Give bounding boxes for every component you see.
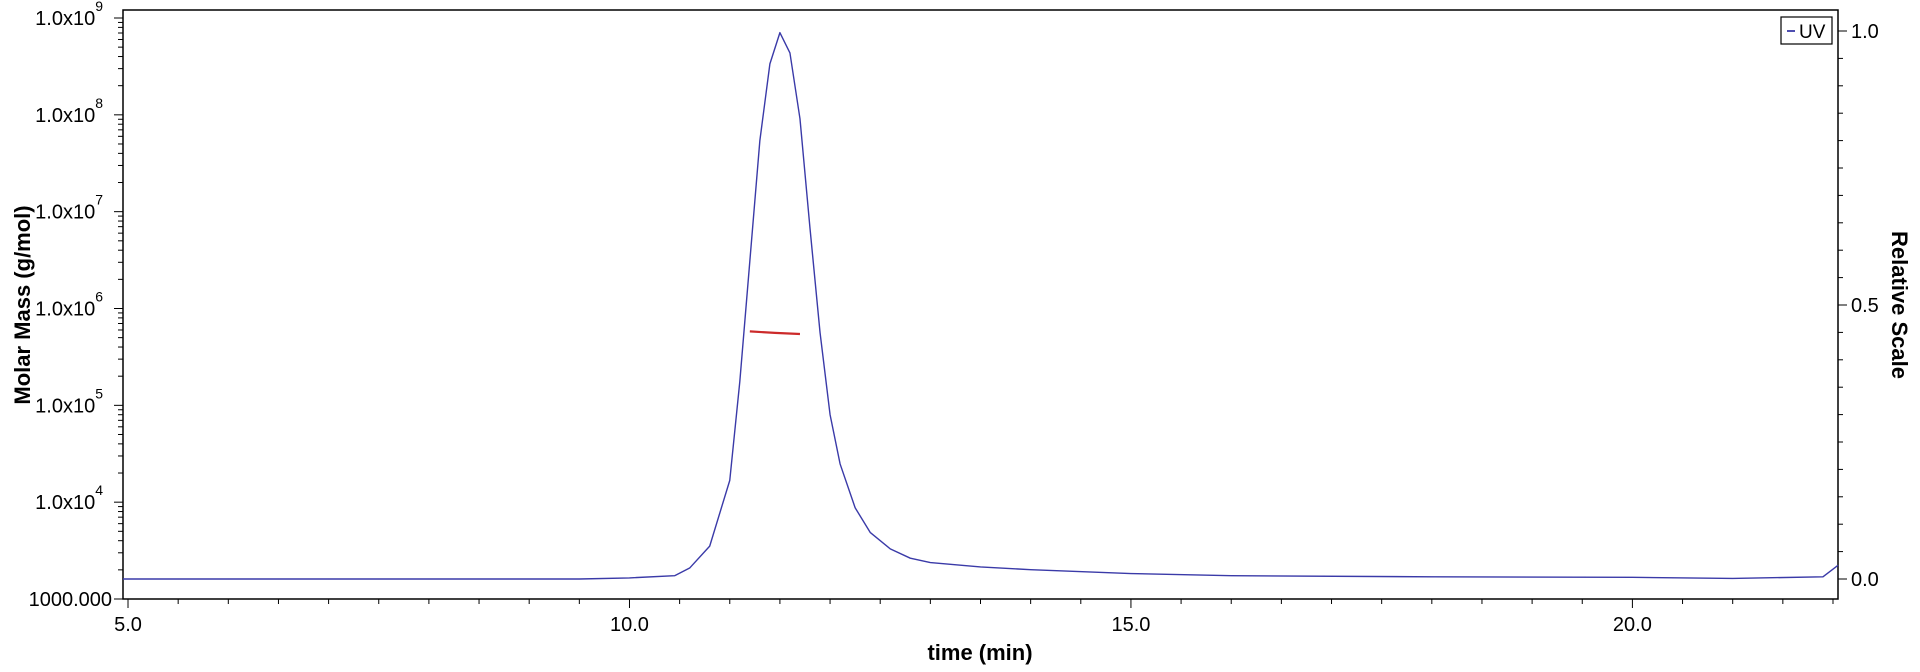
left-tick-label: 1.0x104: [35, 482, 103, 514]
right-axis-ticks: 0.0 0.5 1.0: [1838, 21, 1879, 591]
left-axis-title: Molar Mass (g/mol): [10, 205, 35, 404]
left-tick-label: 1.0x109: [35, 0, 103, 30]
x-tick-label: 20.0: [1613, 614, 1652, 636]
left-axis-ticks: 1000.000 1.0x104 1.0x105 1.0x106 1.0x107 1.0x…: [29, 0, 123, 611]
right-axis-title: Relative Scale: [1887, 231, 1912, 379]
right-tick-label: 1.0: [1851, 21, 1879, 43]
plot-area-frame: [122, 9, 1839, 600]
legend-uv-label: UV: [1799, 22, 1826, 43]
x-axis-title: time (min): [927, 640, 1032, 665]
left-tick-label: 1.0x105: [35, 385, 103, 417]
series-uv-line: [123, 31, 1839, 580]
x-tick-label: 15.0: [1111, 614, 1150, 636]
x-tick-label: 5.0: [114, 614, 142, 636]
left-tick-label: 1.0x108: [35, 95, 103, 127]
x-tick-label: 10.0: [610, 614, 649, 636]
legend: UV: [1780, 16, 1833, 45]
right-tick-label: 0.0: [1851, 569, 1879, 591]
left-tick-label: 1.0x106: [35, 289, 103, 321]
left-tick-label: 1000.000: [29, 589, 112, 611]
series-layer: [123, 31, 1839, 580]
right-tick-label: 0.5: [1851, 295, 1879, 317]
series-molar-mass-line: [749, 330, 801, 336]
x-axis-ticks: 5.0 10.0 15.0 20.0: [114, 599, 1834, 636]
left-tick-label: 1.0x107: [35, 192, 103, 224]
